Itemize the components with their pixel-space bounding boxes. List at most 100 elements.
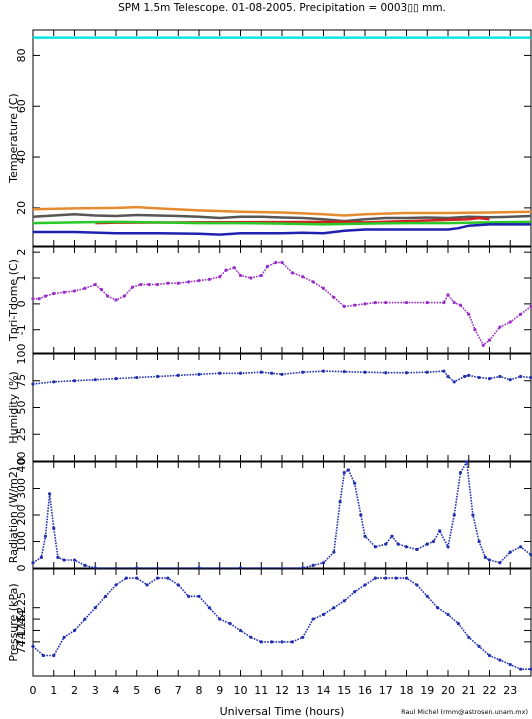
data-point — [373, 300, 377, 305]
y-tick-label: 40 — [15, 150, 28, 164]
x-axis-label: Universal Time (hours) — [220, 705, 345, 718]
data-point — [114, 377, 118, 381]
data-point — [467, 373, 471, 377]
data-point — [83, 286, 87, 290]
data-point — [442, 369, 446, 373]
data-point — [238, 273, 243, 278]
data-point — [52, 380, 56, 384]
data-point — [363, 534, 367, 538]
data-point — [270, 371, 274, 375]
data-point — [218, 617, 222, 621]
x-tick-label: 9 — [216, 684, 223, 697]
y-axis-label: Humidity (%) — [7, 371, 20, 443]
data-point — [342, 599, 346, 603]
data-point — [39, 555, 43, 560]
data-point — [62, 290, 66, 294]
data-point — [43, 534, 48, 538]
data-point — [332, 550, 336, 554]
data-point — [452, 300, 456, 305]
data-point — [166, 576, 170, 580]
y-axis-label: Tpri-Tdome (C) — [7, 259, 20, 342]
data-point — [529, 304, 532, 309]
data-point — [187, 280, 191, 284]
y-tick-label: 80 — [15, 48, 28, 62]
data-point — [487, 377, 492, 381]
x-tick-label: 14 — [317, 684, 331, 697]
y-tick-label: 60 — [15, 99, 28, 113]
data-point — [463, 374, 467, 379]
y-tick-label: 400 — [15, 452, 28, 473]
data-point — [363, 302, 367, 306]
data-point — [498, 325, 502, 329]
data-point — [259, 640, 263, 644]
data-point — [321, 561, 326, 565]
x-tick-label: 13 — [296, 684, 310, 697]
x-tick-label: 5 — [133, 684, 140, 697]
data-point — [508, 663, 512, 667]
x-tick-label: 8 — [196, 684, 203, 697]
data-point — [52, 526, 56, 530]
data-point — [471, 513, 475, 517]
y-tick-label: 50 — [15, 401, 28, 415]
data-point — [384, 371, 388, 375]
data-point — [155, 282, 160, 287]
data-point — [197, 372, 201, 376]
data-point — [519, 545, 523, 549]
data-point — [238, 371, 243, 375]
data-point — [62, 635, 66, 639]
data-point — [394, 576, 398, 580]
data-point — [458, 303, 463, 307]
data-point — [265, 264, 270, 268]
panel-frame — [32, 461, 532, 569]
y-tick-label: 100 — [15, 344, 28, 365]
x-tick-label: 21 — [462, 684, 476, 697]
data-point — [390, 534, 394, 538]
data-point — [114, 298, 118, 302]
y-tick-label: 74.15 — [15, 615, 28, 647]
data-point — [446, 545, 450, 549]
data-point — [519, 667, 523, 671]
y-tick-label: 1 — [15, 275, 28, 282]
credit-text: Raul Michel (rmm@astrosen.unam.mx) — [401, 708, 528, 716]
data-point — [290, 640, 294, 644]
x-tick-label: 0 — [30, 684, 37, 697]
data-point — [135, 375, 139, 380]
data-point — [456, 622, 460, 626]
data-point — [342, 370, 346, 374]
data-point — [498, 374, 502, 379]
data-point — [114, 583, 118, 587]
data-point — [446, 374, 450, 379]
data-point — [363, 370, 367, 374]
data-point — [270, 640, 274, 644]
data-point — [93, 606, 97, 610]
data-point — [31, 382, 35, 386]
data-point — [104, 594, 108, 598]
panel-0: 20 40 60 80 Temperature (C) — [7, 29, 532, 247]
panel-1: -1 0 1 2 Tpri-Tdome (C) — [7, 246, 532, 354]
chart-title: SPM 1.5m Telescope. 01-08-2005. Precipit… — [118, 2, 446, 14]
x-tick-label: 22 — [483, 684, 497, 697]
x-tick-label: 7 — [175, 684, 182, 697]
data-point — [332, 606, 336, 610]
data-point — [467, 635, 471, 639]
data-point — [508, 378, 512, 382]
data-point — [52, 291, 56, 296]
data-point — [483, 555, 487, 560]
data-point — [384, 576, 388, 580]
data-point — [404, 576, 409, 580]
data-point — [249, 276, 253, 280]
data-point — [218, 371, 222, 375]
data-point — [425, 542, 429, 546]
y-tick-label: 0 — [15, 565, 28, 572]
data-point — [197, 279, 201, 283]
data-point — [529, 375, 532, 380]
data-point — [321, 612, 326, 617]
data-point — [452, 513, 456, 517]
x-tick-label: 19 — [420, 684, 434, 697]
data-point — [311, 280, 315, 284]
panel-frame — [32, 353, 532, 462]
data-point — [363, 583, 367, 587]
data-point — [442, 300, 446, 305]
panel-2: 0 25 50 75 100 Humidity (%) — [7, 344, 532, 465]
